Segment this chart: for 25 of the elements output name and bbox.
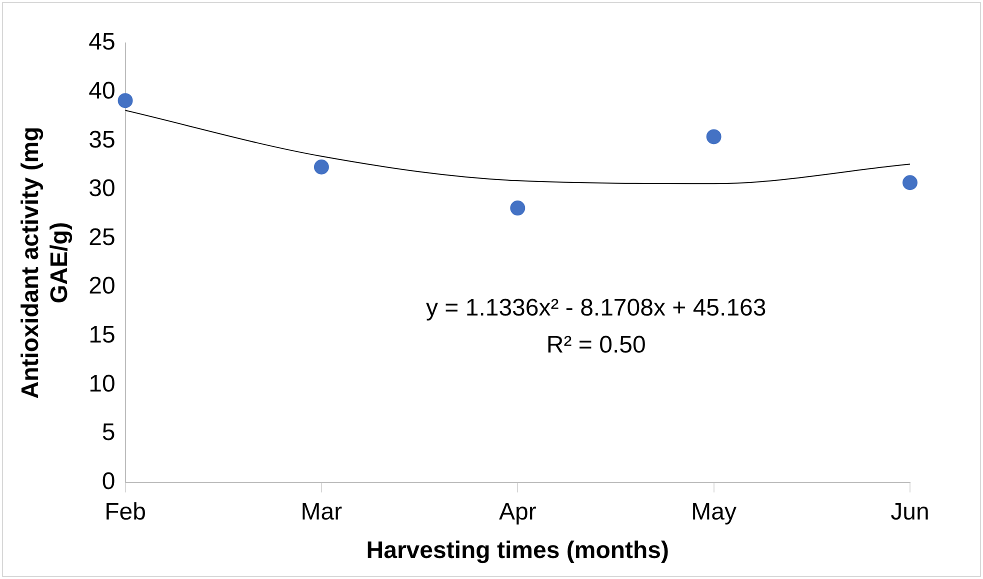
y-tick-label: 25 xyxy=(88,224,116,251)
point xyxy=(902,175,918,190)
point xyxy=(118,93,133,108)
point xyxy=(510,200,526,216)
point xyxy=(314,160,329,175)
y-tick-label: 10 xyxy=(88,370,116,398)
y-axis-title: Antioxidant activity (mg GAE/g) xyxy=(17,126,73,399)
annotation: R² = 0.50 xyxy=(546,331,646,358)
y-tick-label: 40 xyxy=(88,77,116,104)
y-tick-label: 45 xyxy=(88,28,116,56)
y-tick-label: 35 xyxy=(88,126,116,154)
x-tick-label: Apr xyxy=(498,498,536,526)
y-tick-label: 5 xyxy=(102,419,116,446)
y-tick-label: 15 xyxy=(88,322,116,349)
x-tick-label: Jun xyxy=(890,498,930,526)
y-tick-label: 30 xyxy=(88,175,116,202)
x-axis-title: Harvesting times (months) xyxy=(366,537,670,564)
annotation: y = 1.1336x² - 8.1708x + 45.163 xyxy=(426,294,766,322)
x-tick-label: May xyxy=(691,498,736,526)
point xyxy=(706,129,722,144)
x-tick-label: Feb xyxy=(104,498,146,526)
y-tick-label: 0 xyxy=(102,468,116,496)
x-tick-label: Mar xyxy=(300,498,342,526)
y-tick-label: 20 xyxy=(88,272,116,300)
line-series xyxy=(124,110,910,184)
